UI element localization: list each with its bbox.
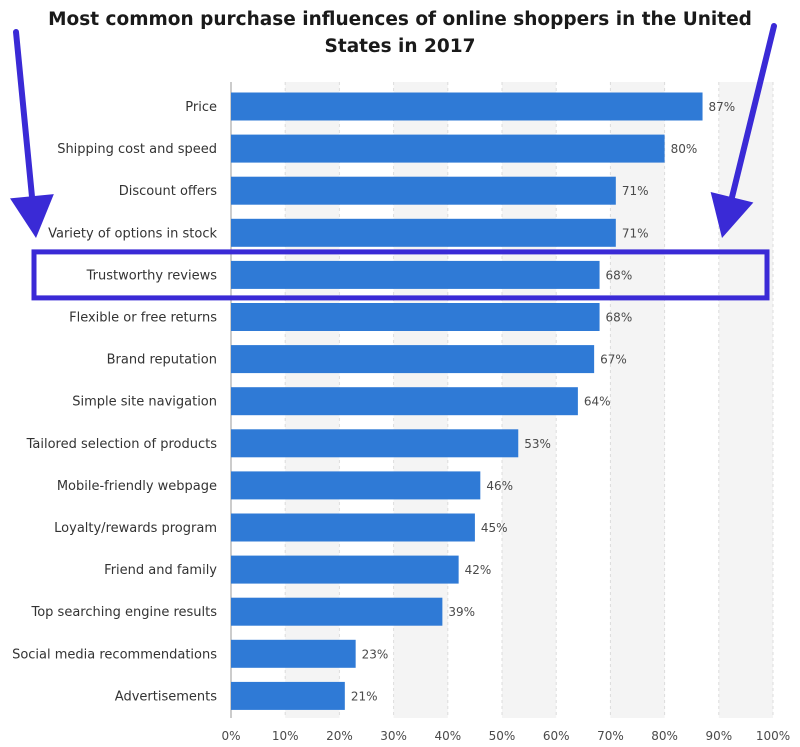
- x-tick-label: 10%: [272, 729, 299, 743]
- category-label: Simple site navigation: [72, 395, 217, 410]
- bar: [231, 345, 595, 374]
- bar: [231, 429, 519, 458]
- value-label: 46%: [486, 479, 513, 493]
- x-tick-label: 30%: [380, 729, 407, 743]
- right-arrow: [710, 23, 777, 238]
- x-tick-label: 80%: [651, 729, 678, 743]
- bar: [231, 597, 443, 626]
- category-label: Variety of options in stock: [48, 226, 217, 241]
- value-labels: 87% 80% 71% 71% 68% 68% 67% 64% 53% 46% 45% 42% 39% 2…: [351, 100, 735, 703]
- bar: [231, 471, 481, 500]
- bar: [231, 639, 356, 668]
- x-tick-label: 90%: [705, 729, 732, 743]
- x-tick-label: 100%: [756, 729, 790, 743]
- value-label: 21%: [351, 689, 378, 703]
- category-label: Shipping cost and speed: [57, 142, 217, 157]
- left-arrow: [10, 29, 54, 238]
- category-label: Flexible or free returns: [69, 311, 217, 326]
- bar: [231, 92, 703, 121]
- bar: [231, 513, 475, 542]
- category-label: Tailored selection of products: [26, 437, 218, 452]
- value-label: 71%: [622, 226, 649, 240]
- bar: [231, 681, 345, 710]
- category-label: Social media recommendations: [12, 647, 217, 662]
- category-label: Friend and family: [104, 563, 217, 578]
- value-label: 42%: [465, 563, 492, 577]
- bar: [231, 555, 459, 584]
- value-label: 68%: [606, 311, 633, 325]
- x-tick-label: 70%: [597, 729, 624, 743]
- bars: [231, 92, 703, 710]
- value-label: 80%: [671, 142, 698, 156]
- x-tick-label: 50%: [489, 729, 516, 743]
- category-label: Discount offers: [119, 184, 217, 199]
- grid-band: [718, 82, 773, 718]
- value-label: 67%: [600, 353, 627, 367]
- category-label: Brand reputation: [107, 353, 217, 368]
- value-label: 64%: [584, 395, 611, 409]
- x-tick-label: 60%: [543, 729, 570, 743]
- value-label: 39%: [448, 605, 475, 619]
- value-label: 23%: [362, 647, 389, 661]
- category-label: Advertisements: [115, 689, 217, 704]
- x-tick-label: 0%: [221, 729, 240, 743]
- value-label: 45%: [481, 521, 508, 535]
- category-label: Price: [185, 100, 217, 115]
- value-label: 53%: [524, 437, 551, 451]
- category-label: Trustworthy reviews: [86, 268, 218, 283]
- bar: [231, 387, 578, 416]
- bar: [231, 134, 665, 163]
- x-tick-labels: 0% 10% 20% 30% 40% 50% 60% 70% 80% 90% 100%: [221, 729, 790, 743]
- value-label: 87%: [709, 100, 736, 114]
- category-label: Mobile-friendly webpage: [57, 479, 217, 494]
- category-labels: Price Shipping cost and speed Discount off…: [12, 100, 217, 704]
- chart-title: Most common purchase influences of onlin…: [48, 9, 752, 57]
- value-label: 71%: [622, 184, 649, 198]
- bar: [231, 218, 616, 247]
- grid-band: [610, 82, 665, 718]
- category-label: Top searching engine results: [30, 605, 217, 620]
- category-label: Loyalty/rewards program: [54, 521, 217, 536]
- highlight-box: [31, 249, 770, 301]
- bar: [231, 176, 616, 205]
- value-label: 68%: [606, 268, 633, 282]
- x-tick-label: 40%: [434, 729, 461, 743]
- bar: [231, 303, 600, 331]
- x-tick-label: 20%: [326, 729, 353, 743]
- annotation-arrows: [10, 23, 777, 238]
- bar: [231, 260, 600, 289]
